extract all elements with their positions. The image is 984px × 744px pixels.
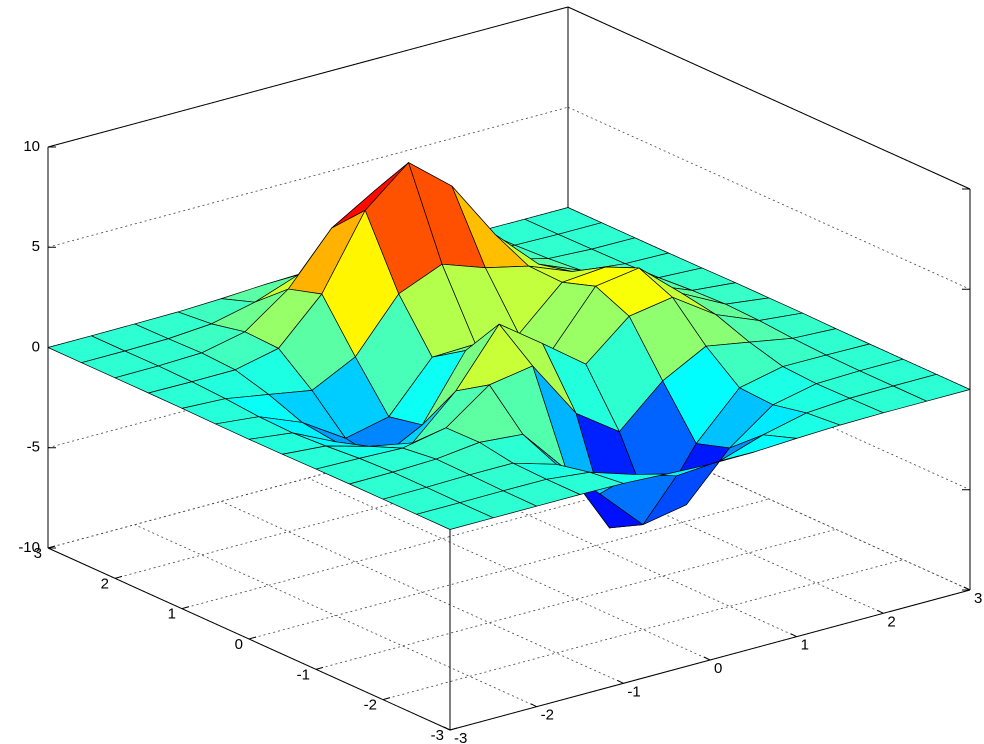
tick-mark [617,679,624,684]
z-tick-label: 10 [23,138,40,155]
tick-mark [47,545,56,549]
grid-line [221,500,624,684]
grid-line [134,524,537,708]
grid-line [567,106,971,290]
x-tick-label: 2 [887,613,895,630]
z-tick-label: -5 [27,439,40,456]
y-tick-label: -3 [431,727,444,744]
tick-mark [382,697,391,701]
x-tick-label: -3 [454,730,467,744]
grid-line [47,106,569,248]
z-tick-label: 5 [32,238,40,255]
y-tick-label: 2 [101,575,109,592]
surface-face [416,502,494,530]
x-tick-label: -2 [541,707,554,724]
tick-mark [114,575,123,579]
tick-mark [790,633,797,638]
grid-line [382,559,904,701]
tick-mark [449,727,458,731]
y-tick-label: -2 [364,697,377,714]
tick-mark [248,636,257,640]
y-tick-label: -1 [297,666,310,683]
x-tick-label: -1 [627,683,640,700]
tick-mark [530,703,537,708]
tick-mark [703,656,711,661]
y-tick-label: 0 [235,636,243,653]
z-tick-label: 0 [32,338,40,355]
x-tick-label: 0 [714,660,722,677]
tick-mark [181,606,190,610]
y-tick-label: 3 [34,545,42,562]
y-tick-label: 1 [168,606,176,623]
z-tick-label: -10 [18,539,40,556]
tick-mark [963,586,971,591]
tick-mark [443,726,451,731]
x-tick-label: 1 [801,637,809,654]
grid-line [315,528,837,670]
tick-mark [877,609,884,614]
x-tick-label: 3 [974,590,982,607]
grid-line [567,407,971,591]
grid-line [307,477,711,661]
grid-line [394,454,797,638]
axis-line [567,6,971,190]
tick-mark [315,666,324,670]
axis-line [47,6,569,148]
grid-line [481,430,884,614]
